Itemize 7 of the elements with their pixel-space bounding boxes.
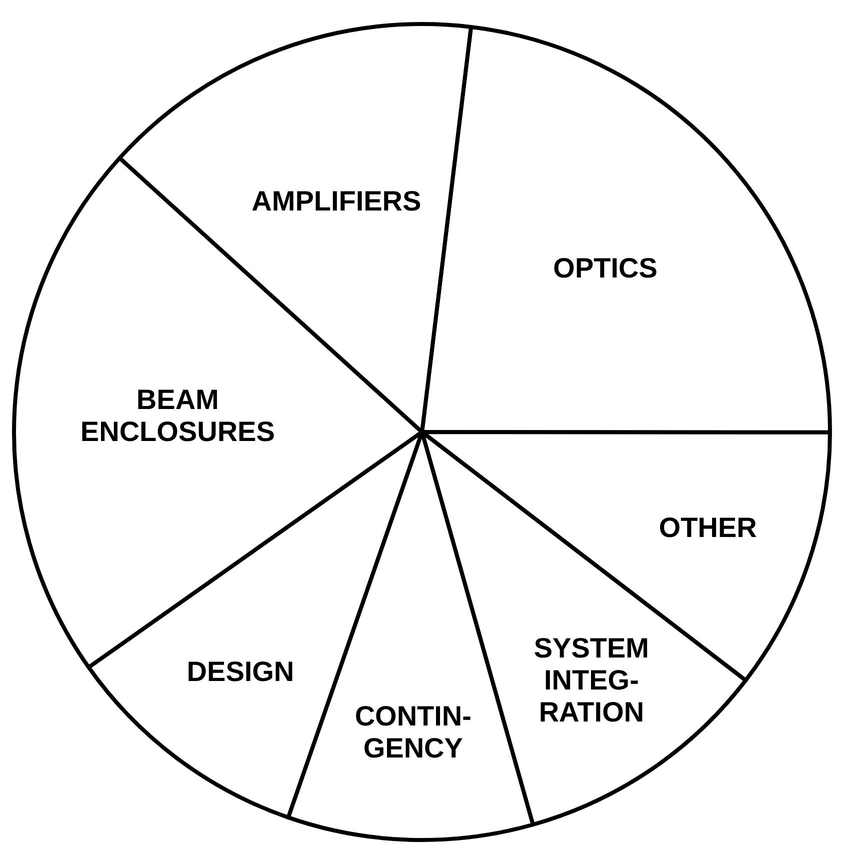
slice-label: OTHER [658, 512, 757, 543]
slice-label: AMPLIFIERS [252, 185, 422, 216]
slice-label: DESIGN [186, 656, 294, 687]
slice-label: CONTIN-GENCY [354, 700, 472, 764]
slice-label: OPTICS [553, 252, 658, 284]
slice-label: BEAM ENCLOSURES [80, 384, 275, 447]
slice-label: SYSTEM INTEG-RATION [534, 632, 650, 728]
